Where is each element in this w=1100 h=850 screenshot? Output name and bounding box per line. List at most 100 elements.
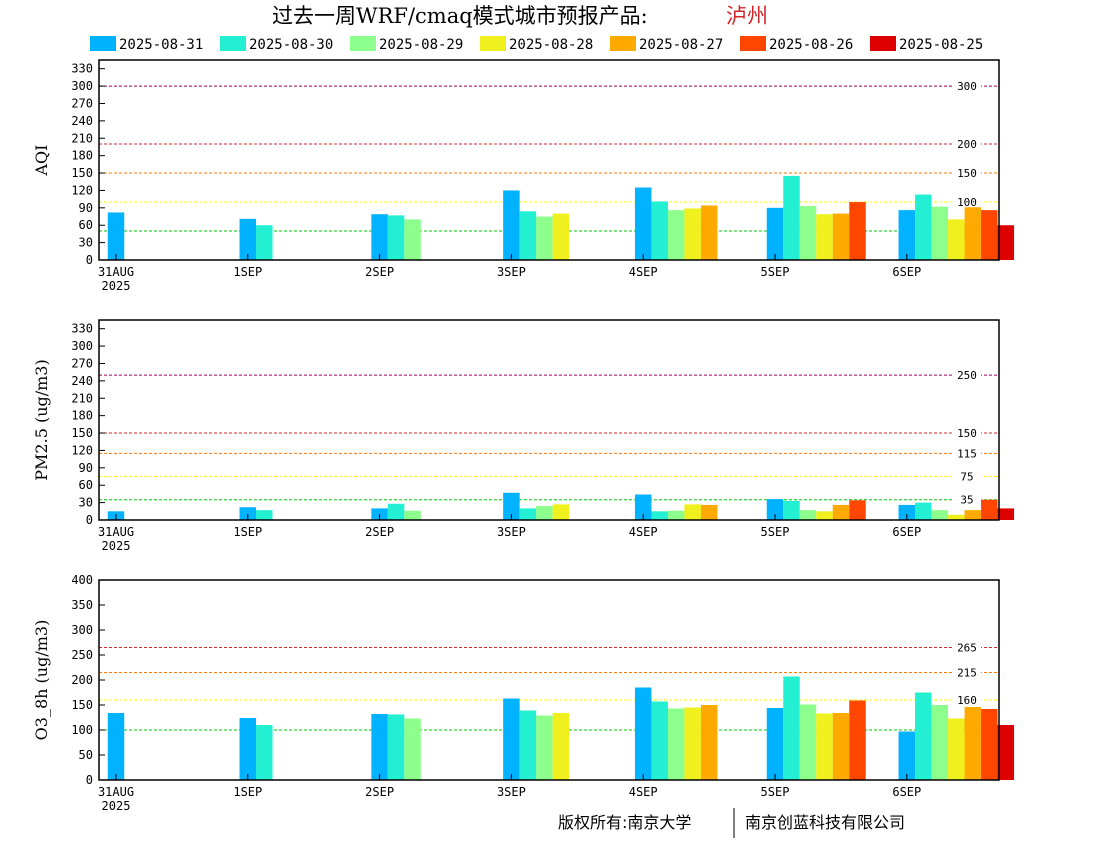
bar <box>387 714 405 780</box>
bar <box>766 499 784 520</box>
bar <box>948 219 965 260</box>
y-tick-label: 120 <box>71 443 93 457</box>
bar <box>964 510 982 520</box>
y-tick-label: 330 <box>71 62 93 76</box>
bar <box>667 510 685 520</box>
y-axis-label: O3_8h (ug/m3) <box>32 620 51 741</box>
bar <box>816 713 833 780</box>
bar <box>667 708 685 780</box>
bar <box>832 213 850 260</box>
reference-label: 150 <box>957 427 977 440</box>
bar <box>816 511 833 520</box>
bar <box>503 698 520 780</box>
bar <box>948 718 965 780</box>
bar <box>783 676 800 780</box>
bar <box>849 500 866 520</box>
y-tick-label: 300 <box>71 623 93 637</box>
plot-frame <box>98 59 1000 261</box>
x-tick-label: 3SEP <box>497 265 526 279</box>
reference-label: 100 <box>957 196 977 209</box>
y-tick-label: 240 <box>71 114 93 128</box>
legend-label: 2025-08-30 <box>249 37 333 53</box>
y-tick-label: 300 <box>71 339 93 353</box>
x-tick-label: 31AUG <box>98 265 134 279</box>
bar <box>766 207 784 260</box>
reference-label-bg <box>953 167 981 180</box>
chart-title: 过去一周WRF/cmaq模式城市预报产品: <box>272 4 648 28</box>
y-tick-label: 0 <box>86 773 93 787</box>
x-tick-label: 3SEP <box>497 785 526 799</box>
chart-panel: 250 150 115 75 35 0 30 60 90 120 150 180 210 240 270 30… <box>32 319 1015 553</box>
bar <box>651 701 668 780</box>
reference-label-bg <box>953 641 981 654</box>
reference-label-bg <box>953 666 981 679</box>
legend-swatch <box>610 36 636 51</box>
bar <box>536 216 553 260</box>
x-tick-label: 5SEP <box>761 265 790 279</box>
legend-swatch <box>740 36 766 51</box>
y-tick-label: 400 <box>71 573 93 587</box>
bar <box>387 503 405 520</box>
reference-label-bg <box>953 138 981 151</box>
copyright-right: 南京创蓝科技有限公司 <box>745 813 905 832</box>
x-tick-label: 2SEP <box>365 265 394 279</box>
legend-swatch <box>480 36 506 51</box>
bar <box>536 715 553 780</box>
bar <box>931 705 949 780</box>
legend-label: 2025-08-27 <box>639 37 723 53</box>
bar <box>404 718 421 780</box>
x-tick-label: 4SEP <box>629 525 658 539</box>
x-tick-label: 3SEP <box>497 525 526 539</box>
bar <box>684 208 701 260</box>
x-tick-label: 31AUG <box>98 785 134 799</box>
x-tick-label: 5SEP <box>761 525 790 539</box>
bar <box>964 207 982 260</box>
bar <box>503 190 520 260</box>
x-tick-label: 4SEP <box>629 785 658 799</box>
bar <box>651 201 668 260</box>
x-tick-label: 1SEP <box>233 265 262 279</box>
legend-label: 2025-08-25 <box>899 37 983 53</box>
bar <box>849 700 866 780</box>
bar <box>997 725 1015 780</box>
x-tick-label: 5SEP <box>761 785 790 799</box>
reference-label-bg <box>953 447 981 460</box>
y-tick-label: 180 <box>71 409 93 423</box>
bar <box>964 707 982 780</box>
y-tick-label: 150 <box>71 166 93 180</box>
bar <box>404 219 421 260</box>
x-tick-sublabel: 2025 <box>102 539 131 553</box>
bar <box>667 210 685 260</box>
bar <box>948 514 965 520</box>
x-tick-sublabel: 2025 <box>102 279 131 293</box>
bar <box>816 214 833 260</box>
bar <box>684 707 701 780</box>
x-tick-label: 6SEP <box>892 265 921 279</box>
bar <box>832 504 850 520</box>
bar <box>552 713 570 780</box>
y-tick-label: 200 <box>71 673 93 687</box>
y-tick-label: 90 <box>79 461 93 475</box>
x-tick-label: 1SEP <box>233 525 262 539</box>
reference-label: 115 <box>957 447 977 460</box>
reference-label-bg <box>953 427 981 440</box>
chart-panel: 26521516010005010015020025030035040031AU… <box>32 573 1015 813</box>
bar <box>387 215 405 260</box>
bar <box>997 225 1015 260</box>
reference-label: 250 <box>957 369 977 382</box>
y-tick-label: 150 <box>71 698 93 712</box>
bar <box>107 212 125 260</box>
bar <box>981 210 998 260</box>
x-tick-label: 31AUG <box>98 525 134 539</box>
y-tick-label: 270 <box>71 96 93 110</box>
bar <box>700 504 718 520</box>
x-tick-label: 2SEP <box>365 785 394 799</box>
legend-label: 2025-08-26 <box>769 37 853 53</box>
bar <box>634 687 652 780</box>
bar <box>799 704 817 780</box>
bar <box>107 713 125 780</box>
y-tick-label: 60 <box>79 478 93 492</box>
bar <box>832 713 850 780</box>
legend-swatch <box>870 36 896 51</box>
bar <box>404 510 421 520</box>
